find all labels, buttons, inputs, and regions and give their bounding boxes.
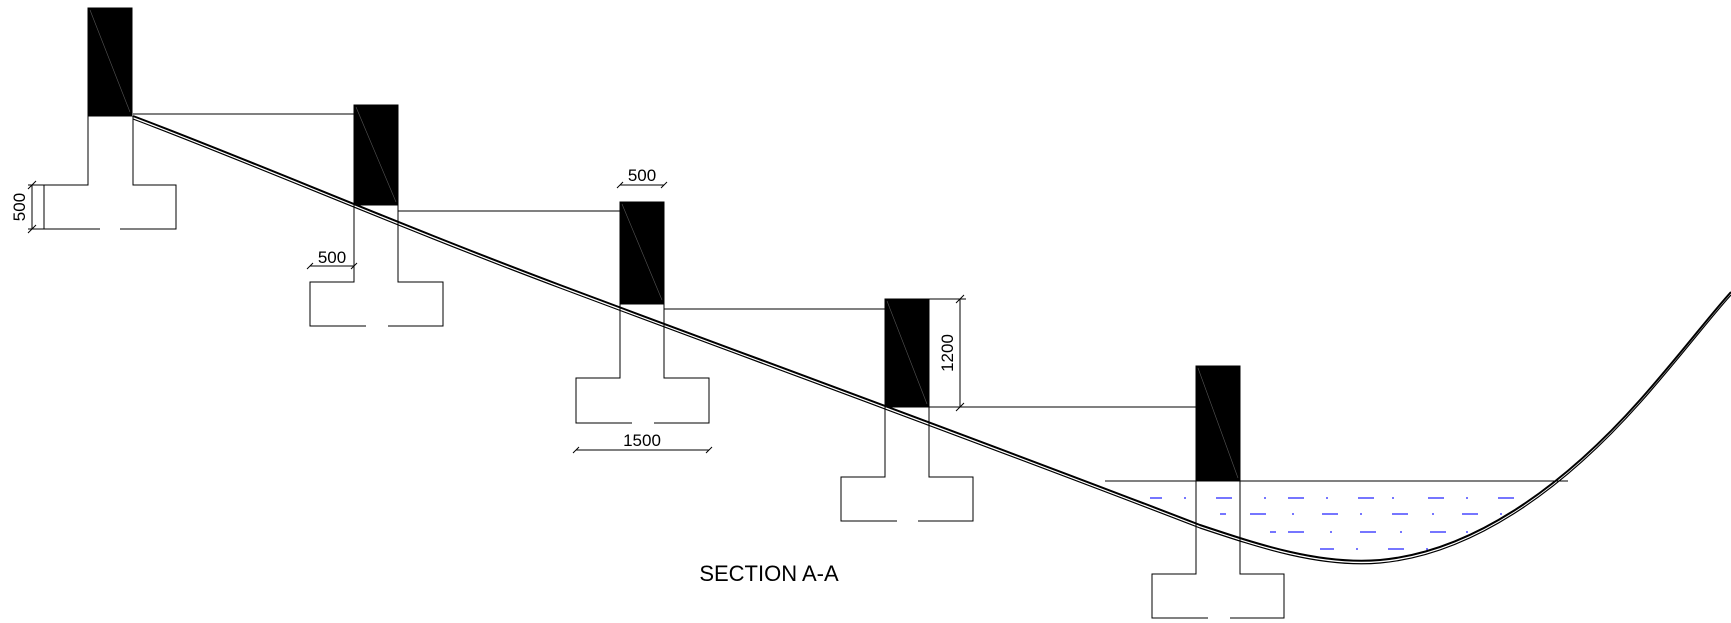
dimension-label: 1200: [938, 334, 957, 372]
water-hatch: [1150, 497, 1514, 550]
retaining-wall-4: [840, 298, 1196, 522]
dimension-label: 500: [318, 248, 346, 267]
footing: [1151, 481, 1285, 619]
footing: [840, 407, 974, 522]
retaining-wall-1: [43, 7, 354, 230]
retaining-wall-2: [309, 104, 620, 327]
dimension-footing-width: 1500: [572, 431, 713, 454]
water-body: [1105, 480, 1568, 550]
dimension-wall-offset: 500: [306, 248, 358, 270]
dimension-footing-height: 500: [10, 180, 44, 234]
dimension-wall-thickness: 500: [616, 166, 668, 189]
retaining-wall-5: [1151, 365, 1285, 619]
footing: [43, 116, 177, 230]
dimension-label: 500: [628, 166, 656, 185]
footing: [575, 304, 710, 424]
dimension-label: 500: [10, 193, 29, 221]
retaining-wall-3: [575, 201, 885, 424]
dimension-label: 1500: [623, 431, 661, 450]
section-title: SECTION A-A: [699, 561, 839, 586]
dimension-step-height: 1200: [929, 294, 966, 412]
ground-slope: [132, 115, 1731, 565]
footing: [309, 205, 444, 327]
